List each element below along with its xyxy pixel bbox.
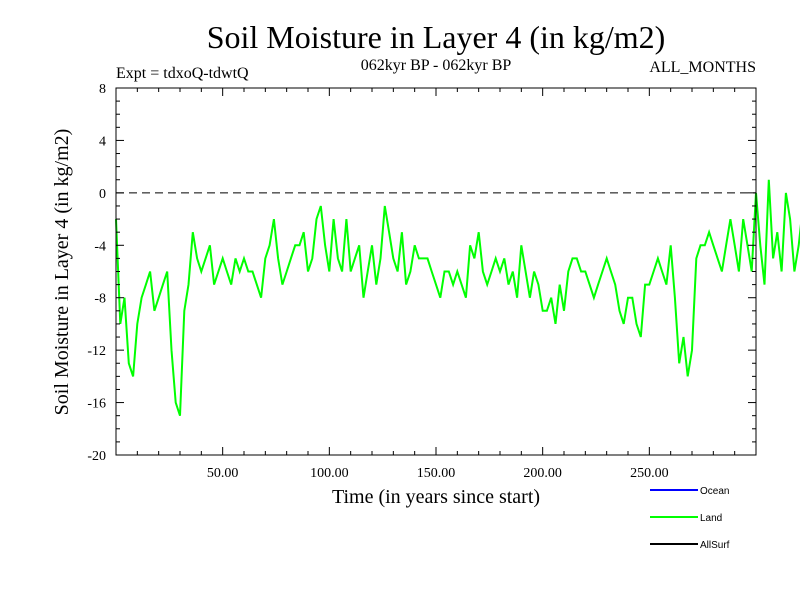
legend-label-ocean: Ocean (700, 486, 729, 497)
expt-label: Expt = tdxoQ-tdwtQ (116, 65, 249, 82)
x-tick-label: 50.00 (207, 466, 239, 481)
y-tick-label: -16 (87, 397, 106, 412)
y-tick-label: 4 (99, 134, 106, 149)
x-axis-label: Time (in years since start) (332, 486, 540, 508)
x-tick-label: 250.00 (630, 466, 669, 481)
plot-area: -20 -16 -12 -8 -4 0 4 8 50.00 100.00 150.00 200.00… (87, 82, 800, 481)
y-tick-label: 0 (99, 187, 106, 202)
y-tick-label: -20 (87, 449, 106, 464)
x-tick-label: 100.00 (310, 466, 349, 481)
x-tick-label: 150.00 (417, 466, 456, 481)
y-axis-label: Soil Moisture in Layer 4 (in kg/m2) (51, 129, 73, 416)
series-line-land (115, 179, 800, 417)
y-axis-ticks: -20 -16 -12 -8 -4 0 4 8 (87, 82, 756, 464)
y-tick-label: -12 (87, 344, 106, 359)
legend: Ocean Land AllSurf (650, 486, 730, 551)
legend-label-allsurf: AllSurf (700, 540, 730, 551)
months-label: ALL_MONTHS (649, 59, 756, 76)
y-tick-label: -4 (94, 239, 106, 254)
x-axis-ticks: 50.00 100.00 150.00 200.00 250.00 (136, 88, 736, 481)
chart-title: Soil Moisture in Layer 4 (in kg/m2) (207, 19, 666, 55)
x-tick-label: 200.00 (523, 466, 562, 481)
y-tick-label: -8 (94, 292, 106, 307)
y-tick-label: 8 (99, 82, 106, 97)
legend-label-land: Land (700, 513, 722, 524)
chart-subtitle: 062kyr BP - 062kyr BP (361, 57, 512, 74)
